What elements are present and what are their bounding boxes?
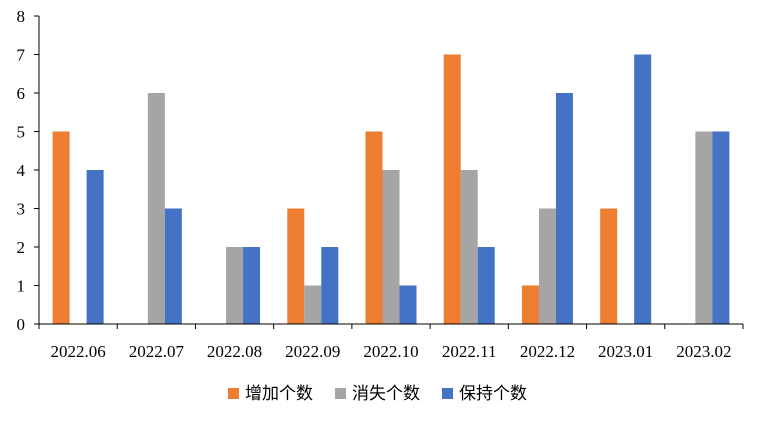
x-axis: 2022.06 2022.07 2022.08 2022.09 2022.10 2022.… xyxy=(38,323,744,361)
x-tick-label: 2023.02 xyxy=(676,342,731,361)
legend-label: 保持个数 xyxy=(459,384,527,404)
bar-kept-2022.07 xyxy=(164,208,182,324)
bar-added-2023.01 xyxy=(600,208,618,324)
x-tick-label: 2022.06 xyxy=(50,342,105,361)
x-tick-label: 2022.12 xyxy=(520,342,575,361)
x-tick-label: 2022.08 xyxy=(207,342,262,361)
bar-kept-2022.09 xyxy=(321,247,339,324)
bar-added-2022.12 xyxy=(521,285,539,324)
y-tick-label: 4 xyxy=(17,161,26,180)
y-tick-label: 0 xyxy=(17,315,26,334)
bar-kept-2023.01 xyxy=(634,54,652,324)
y-tick-label: 7 xyxy=(17,46,26,65)
bar-disappeared-2022.07 xyxy=(147,93,165,324)
bar-added-2022.11 xyxy=(443,54,461,324)
legend: 增加个数 消失个数 保持个数 xyxy=(228,384,527,404)
bar-disappeared-2022.10 xyxy=(382,170,400,324)
bar-disappeared-2023.02 xyxy=(695,131,713,324)
legend-swatch xyxy=(335,388,346,399)
bar-kept-2022.12 xyxy=(555,93,573,324)
y-tick-label: 5 xyxy=(17,123,26,142)
bar-kept-2022.10 xyxy=(399,285,417,324)
x-tick-label: 2023.01 xyxy=(598,342,653,361)
y-tick-label: 2 xyxy=(17,238,26,257)
y-tick-label: 8 xyxy=(17,7,26,26)
bar-disappeared-2022.08 xyxy=(226,247,244,324)
y-axis: 0 1 2 3 4 5 6 7 8 xyxy=(17,7,40,334)
bar-disappeared-2022.09 xyxy=(304,285,322,324)
y-tick-label: 1 xyxy=(17,277,26,296)
x-tick-label: 2022.07 xyxy=(129,342,185,361)
y-tick-label: 3 xyxy=(17,200,26,219)
y-tick-label: 6 xyxy=(17,84,26,103)
legend-swatch xyxy=(228,388,239,399)
legend-swatch xyxy=(442,388,453,399)
bar-kept-2023.02 xyxy=(712,131,730,324)
bar-kept-2022.06 xyxy=(86,170,104,324)
bar-kept-2022.11 xyxy=(477,247,495,324)
bar-added-2022.10 xyxy=(365,131,383,324)
bar-disappeared-2022.11 xyxy=(460,170,478,324)
x-tick-label: 2022.10 xyxy=(363,342,418,361)
plot-area xyxy=(52,54,730,324)
x-tick-label: 2022.09 xyxy=(285,342,340,361)
x-tick-label: 2022.11 xyxy=(442,342,497,361)
bar-disappeared-2022.12 xyxy=(538,208,556,324)
legend-label: 增加个数 xyxy=(245,384,313,404)
legend-label: 消失个数 xyxy=(352,384,420,404)
bar-added-2022.06 xyxy=(52,131,70,324)
bar-kept-2022.08 xyxy=(243,247,261,324)
bar-added-2022.09 xyxy=(287,208,305,324)
